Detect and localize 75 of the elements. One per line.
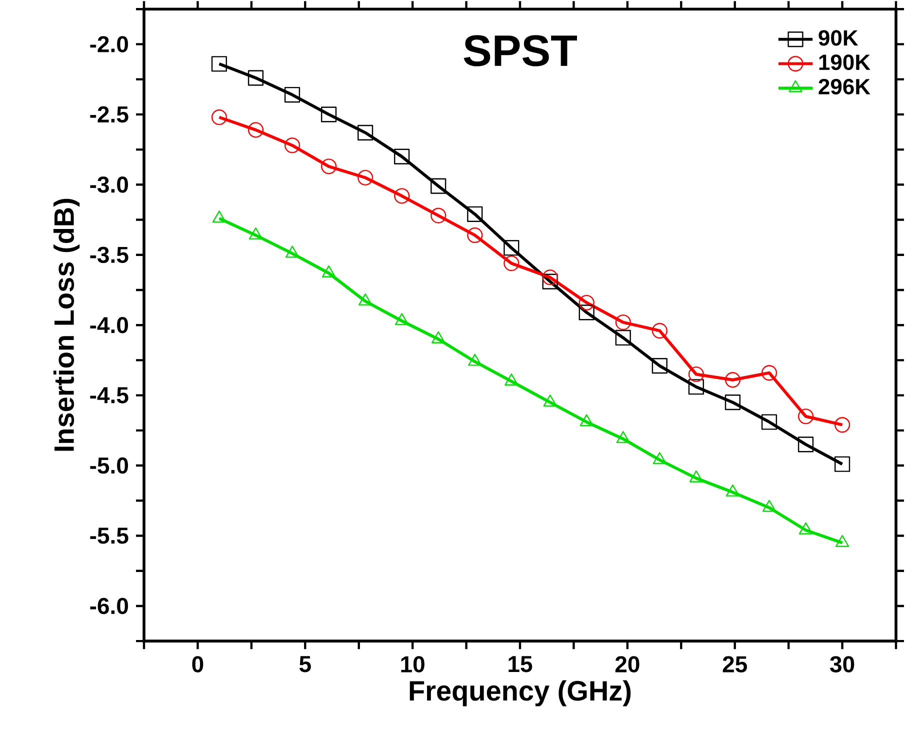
point — [726, 484, 740, 496]
point — [835, 534, 850, 547]
x-tick-label: 30 — [830, 656, 854, 672]
point — [467, 227, 483, 243]
point — [211, 109, 228, 126]
x-tick-label: 0 — [192, 656, 204, 672]
y-tick-label: -6.0 — [90, 598, 128, 614]
point — [834, 456, 850, 472]
point — [358, 293, 372, 306]
point — [430, 178, 446, 194]
point — [689, 470, 704, 482]
x-axis-title: Frequency (GHz) — [410, 680, 631, 706]
point — [467, 206, 483, 222]
point — [212, 210, 226, 223]
y-tick-label: -5.5 — [90, 528, 128, 544]
chart-title: SPST — [464, 35, 577, 66]
legend-label: 296K — [818, 78, 870, 94]
point — [761, 414, 778, 430]
point — [211, 56, 228, 72]
point — [468, 354, 482, 366]
point — [724, 372, 741, 388]
point — [284, 86, 300, 103]
point — [504, 240, 520, 256]
y-tick-label: -4.5 — [90, 387, 128, 404]
point — [358, 124, 374, 140]
point — [320, 106, 337, 122]
point — [834, 416, 850, 433]
y-tick-label: -4.0 — [90, 316, 128, 334]
x-tick-label: 15 — [508, 656, 532, 672]
point — [394, 313, 409, 326]
point — [762, 500, 776, 512]
x-tick-label: 25 — [722, 656, 747, 672]
point — [394, 188, 410, 204]
point — [798, 436, 814, 452]
point — [798, 522, 813, 534]
point — [248, 122, 264, 138]
point — [285, 246, 300, 258]
legend-label: 90K — [818, 30, 858, 46]
x-tick-label: 10 — [401, 656, 424, 672]
y-tick-label: -3.5 — [90, 246, 128, 263]
point — [284, 137, 300, 154]
point — [432, 331, 446, 344]
point — [504, 373, 518, 386]
point — [542, 274, 558, 290]
y-tick-label: -2.0 — [90, 36, 128, 52]
point — [615, 330, 631, 346]
point — [322, 265, 336, 278]
point — [543, 394, 557, 406]
y-tick-label: -5.0 — [90, 457, 128, 474]
point — [248, 70, 264, 86]
point — [580, 414, 594, 426]
point — [652, 358, 668, 374]
point — [394, 148, 410, 164]
point — [652, 322, 668, 338]
point — [320, 158, 337, 174]
point — [761, 365, 778, 381]
point — [578, 294, 594, 310]
y-tick-label: -2.5 — [90, 106, 128, 123]
point — [688, 379, 704, 395]
point — [430, 208, 446, 224]
x-tick-label: 20 — [615, 656, 640, 672]
point — [652, 452, 666, 464]
point — [616, 431, 630, 444]
point — [542, 270, 558, 286]
x-tick-label: 5 — [299, 656, 311, 672]
point — [358, 170, 374, 186]
point — [724, 394, 741, 410]
point — [615, 314, 631, 330]
y-axis-title: Insertion Loss (dB) — [53, 198, 80, 451]
point — [578, 304, 594, 320]
legend-label: 190K — [819, 54, 870, 70]
point — [504, 255, 520, 272]
y-tick-label: -3.0 — [90, 176, 128, 193]
point — [688, 366, 704, 382]
point — [798, 408, 814, 424]
